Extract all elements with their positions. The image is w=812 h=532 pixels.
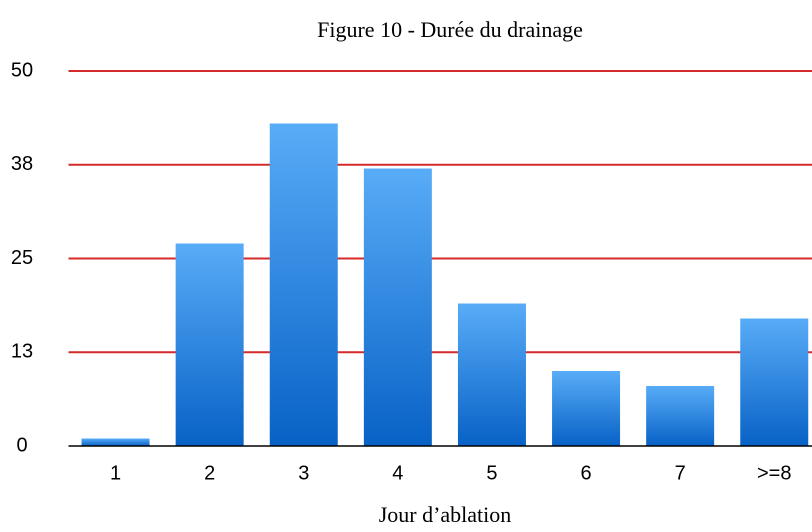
y-tick-label: 50 bbox=[11, 59, 33, 81]
y-tick-label: 13 bbox=[11, 341, 33, 363]
bar bbox=[81, 438, 150, 446]
y-tick-label: 38 bbox=[11, 153, 33, 175]
x-tick-label: 5 bbox=[486, 462, 497, 484]
bar bbox=[740, 318, 809, 446]
x-tick-label: 6 bbox=[580, 462, 591, 484]
x-axis-label: Jour d’ablation bbox=[379, 502, 512, 527]
x-tick-label: 3 bbox=[298, 462, 309, 484]
x-tick-label: 2 bbox=[204, 462, 215, 484]
bar bbox=[646, 386, 715, 446]
x-tick-label: 1 bbox=[110, 462, 121, 484]
x-tick-label: 7 bbox=[675, 462, 686, 484]
y-tick-label: 0 bbox=[16, 434, 27, 456]
bar bbox=[552, 371, 621, 446]
x-tick-label: >=8 bbox=[757, 462, 791, 484]
bar bbox=[363, 168, 432, 446]
x-tick-label: 4 bbox=[392, 462, 403, 484]
bar bbox=[457, 303, 526, 446]
chart-title: Figure 10 - Durée du drainage bbox=[317, 17, 583, 42]
bar bbox=[175, 243, 244, 446]
bar bbox=[269, 123, 338, 446]
y-tick-label: 25 bbox=[11, 247, 33, 269]
